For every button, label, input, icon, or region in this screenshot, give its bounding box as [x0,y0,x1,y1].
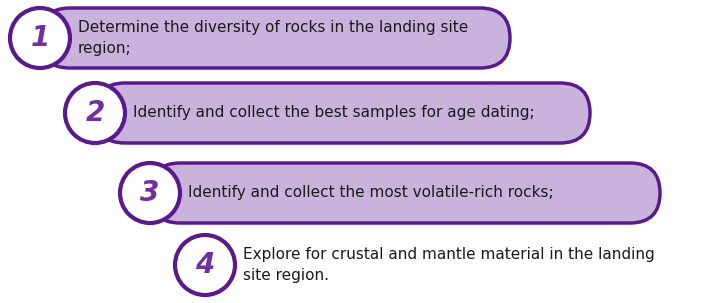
Circle shape [120,163,180,223]
Text: 2: 2 [86,99,105,127]
FancyBboxPatch shape [150,163,660,223]
Circle shape [10,8,70,68]
Text: Explore for crustal and mantle material in the landing
site region.: Explore for crustal and mantle material … [243,247,655,283]
FancyBboxPatch shape [40,8,510,68]
Text: Determine the diversity of rocks in the landing site
region;: Determine the diversity of rocks in the … [78,20,468,56]
Text: Identify and collect the best samples for age dating;: Identify and collect the best samples fo… [133,105,535,121]
Circle shape [65,83,125,143]
Text: 4: 4 [196,251,215,279]
Text: 3: 3 [141,179,160,207]
Circle shape [175,235,235,295]
Text: Identify and collect the most volatile-rich rocks;: Identify and collect the most volatile-r… [188,185,553,201]
Text: 1: 1 [31,24,50,52]
FancyBboxPatch shape [95,83,590,143]
